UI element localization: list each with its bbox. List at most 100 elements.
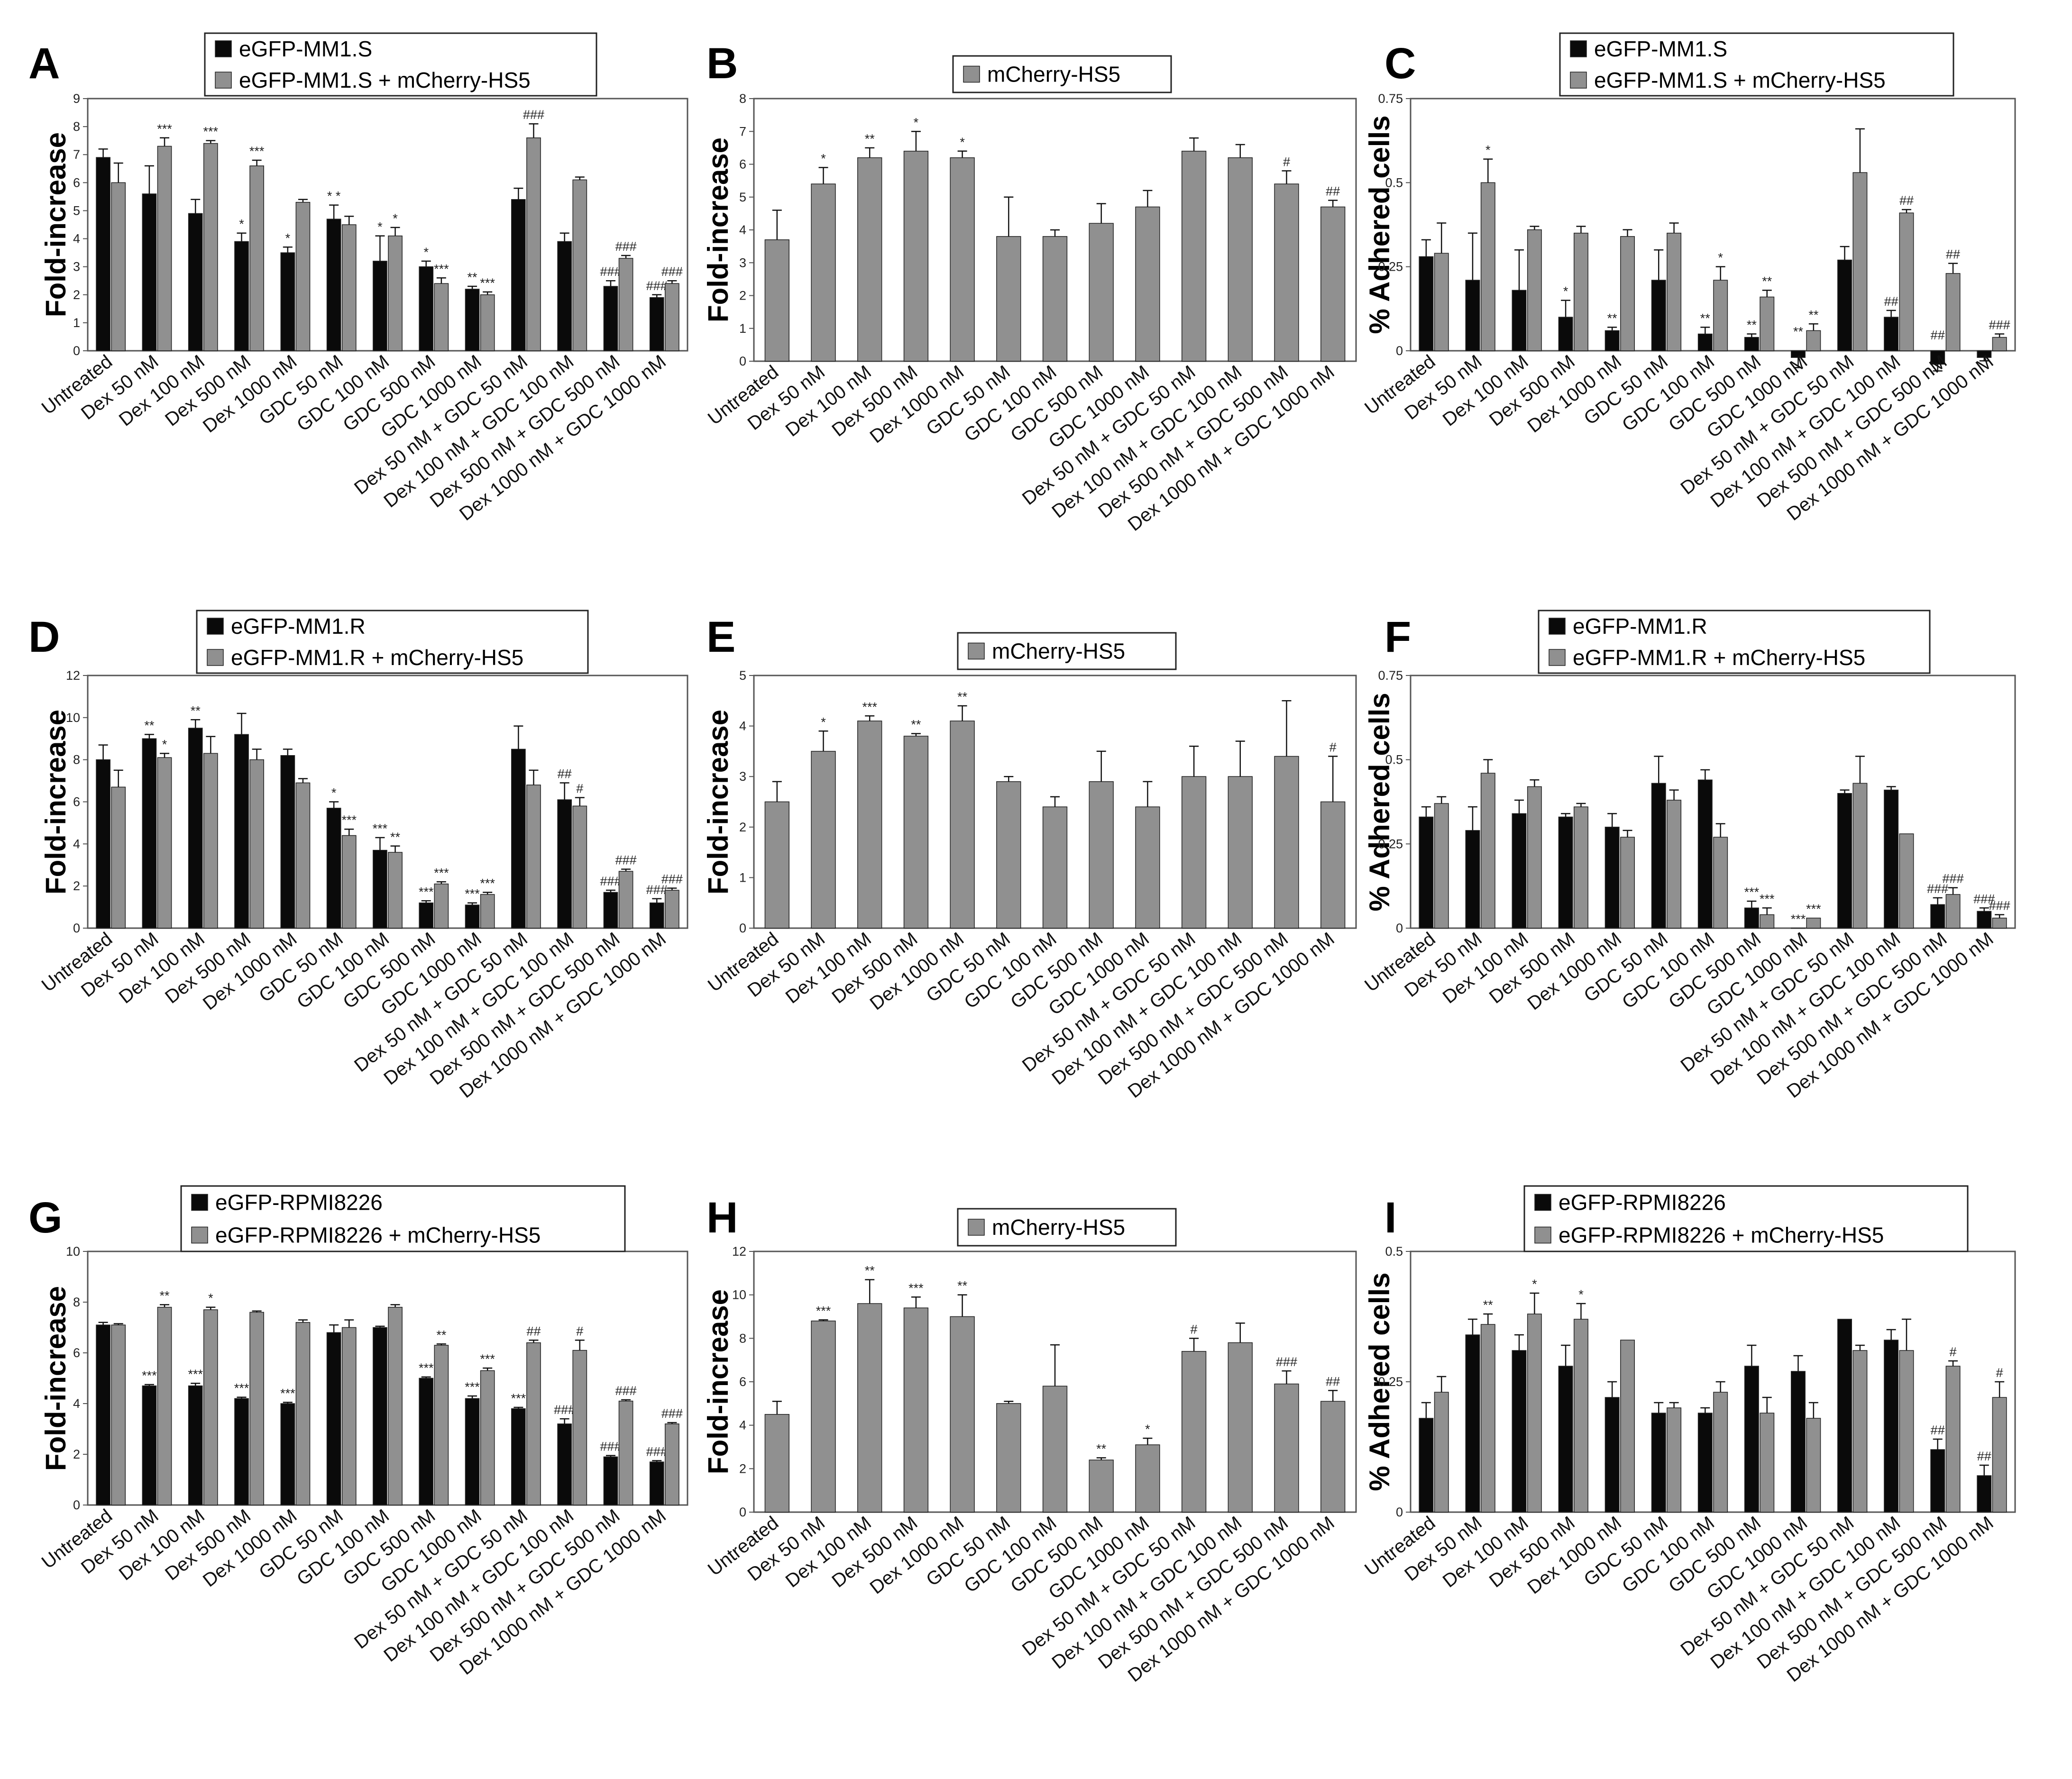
y-tick-label: 0.5 xyxy=(1385,1244,1403,1259)
bar-series2 xyxy=(341,224,357,351)
plot-frame xyxy=(1410,1250,2016,1513)
significance-label: ### xyxy=(554,1403,575,1417)
bar-series2 xyxy=(526,785,541,929)
legend-label: eGFP-MM1.R xyxy=(1573,614,1707,639)
bar-series2 xyxy=(618,258,633,351)
bar-series1 xyxy=(1604,1397,1620,1513)
bar-series1 xyxy=(373,1327,387,1505)
bar-series1 xyxy=(1837,1319,1852,1513)
bar-series1 xyxy=(1512,1350,1527,1513)
legend-swatch xyxy=(207,649,224,666)
bar-series1 xyxy=(1791,1371,1806,1513)
y-tick-label: 6 xyxy=(739,1375,746,1389)
bar-series2 xyxy=(341,1327,357,1505)
y-tick-label: 0 xyxy=(1396,1505,1403,1519)
legend-box xyxy=(196,610,589,674)
y-tick-label: 0 xyxy=(1396,921,1403,935)
panel-letter: A xyxy=(28,39,60,88)
y-tick-label: 6 xyxy=(73,795,80,809)
bar-series2 xyxy=(1992,917,2007,929)
significance-label: ### xyxy=(600,1440,621,1454)
significance-label: *** xyxy=(908,1281,924,1295)
significance-label: * xyxy=(1485,143,1491,157)
significance-label: ### xyxy=(615,239,637,254)
bar-series2 xyxy=(1992,1397,2007,1513)
bar-series1 xyxy=(603,1456,618,1505)
plot-frame xyxy=(1410,675,2016,929)
bar-series2 xyxy=(203,143,218,351)
significance-label: ## xyxy=(1977,1449,1991,1463)
bar-series2 xyxy=(1760,296,1775,351)
bar-series2 xyxy=(1620,837,1635,929)
bar-series2 xyxy=(111,182,126,351)
bar-series2 xyxy=(1480,773,1495,929)
bar-series2 xyxy=(1527,229,1542,351)
legend-swatch xyxy=(1570,40,1587,57)
significance-label: ### xyxy=(1276,1355,1297,1369)
y-tick-label: 7 xyxy=(739,124,746,138)
y-axis-label: Fold-increase xyxy=(40,132,72,317)
y-tick-label: 2 xyxy=(73,1447,80,1461)
legend-box xyxy=(180,1185,626,1252)
significance-label: ** xyxy=(1096,1441,1107,1456)
significance-label: # xyxy=(1996,1366,2003,1380)
legend-swatch xyxy=(215,40,232,57)
legend-swatch xyxy=(968,1219,985,1236)
bar-series1 xyxy=(280,252,295,351)
y-tick-label: 12 xyxy=(66,668,80,683)
bar-series2 xyxy=(1434,253,1449,351)
bar-series1 xyxy=(1181,151,1207,362)
bar-series2 xyxy=(295,201,311,351)
bar-series1 xyxy=(811,183,836,362)
y-tick-label: 5 xyxy=(73,203,80,218)
significance-label: ### xyxy=(615,1384,637,1398)
significance-label: ### xyxy=(600,265,621,279)
significance-label: ### xyxy=(661,872,683,886)
bar-series2 xyxy=(618,1400,633,1505)
bar-series2 xyxy=(157,1306,172,1505)
bar-series1 xyxy=(1837,259,1852,351)
bar-series2 xyxy=(157,146,172,351)
significance-label: ** xyxy=(468,270,478,284)
bar-series1 xyxy=(1042,806,1068,929)
significance-label: # xyxy=(1329,740,1337,755)
bar-series1 xyxy=(1744,1366,1759,1513)
significance-label: *** xyxy=(419,1361,434,1375)
bar-series2 xyxy=(480,894,495,929)
legend-box xyxy=(1559,32,1954,97)
chart-panel-e: EFold-increase012345********#UntreatedDe… xyxy=(702,613,1357,1102)
bar-series1 xyxy=(1512,813,1527,929)
legend-box xyxy=(952,55,1172,93)
chart-panel-b: BFold-increase012345678*****###Untreated… xyxy=(702,39,1357,535)
bar-series1 xyxy=(1558,317,1573,351)
legend-swatch xyxy=(1534,1194,1551,1211)
significance-label: ### xyxy=(646,883,668,897)
panel-letter: G xyxy=(28,1194,63,1242)
y-tick-label: 5 xyxy=(739,190,746,204)
bar-series1 xyxy=(1697,333,1713,351)
y-axis-label: Fold-increase xyxy=(702,710,734,894)
significance-label: * xyxy=(821,151,826,165)
bar-series1 xyxy=(142,1385,157,1505)
y-tick-label: 8 xyxy=(73,119,80,134)
bar-series1 xyxy=(465,904,480,929)
y-tick-label: 0 xyxy=(1396,344,1403,358)
bar-series2 xyxy=(572,805,587,929)
y-axis-label: Fold-increase xyxy=(40,1286,72,1471)
panel-letter: H xyxy=(706,1194,738,1242)
bar-series2 xyxy=(1760,1413,1775,1513)
bar-series2 xyxy=(1480,1324,1495,1513)
y-tick-label: 0.5 xyxy=(1385,753,1403,767)
bar-series1 xyxy=(419,266,434,351)
bar-series2 xyxy=(572,1350,587,1505)
bar-series1 xyxy=(1604,330,1620,351)
y-tick-label: 2 xyxy=(73,879,80,893)
significance-label: *** xyxy=(816,1304,831,1318)
y-tick-label: 3 xyxy=(739,769,746,784)
y-tick-label: 4 xyxy=(739,1418,746,1432)
y-tick-label: 2 xyxy=(73,288,80,302)
legend-label: eGFP-RPMI8226 xyxy=(215,1190,383,1215)
bar-series2 xyxy=(1945,273,1961,351)
significance-label: ** xyxy=(390,830,401,844)
